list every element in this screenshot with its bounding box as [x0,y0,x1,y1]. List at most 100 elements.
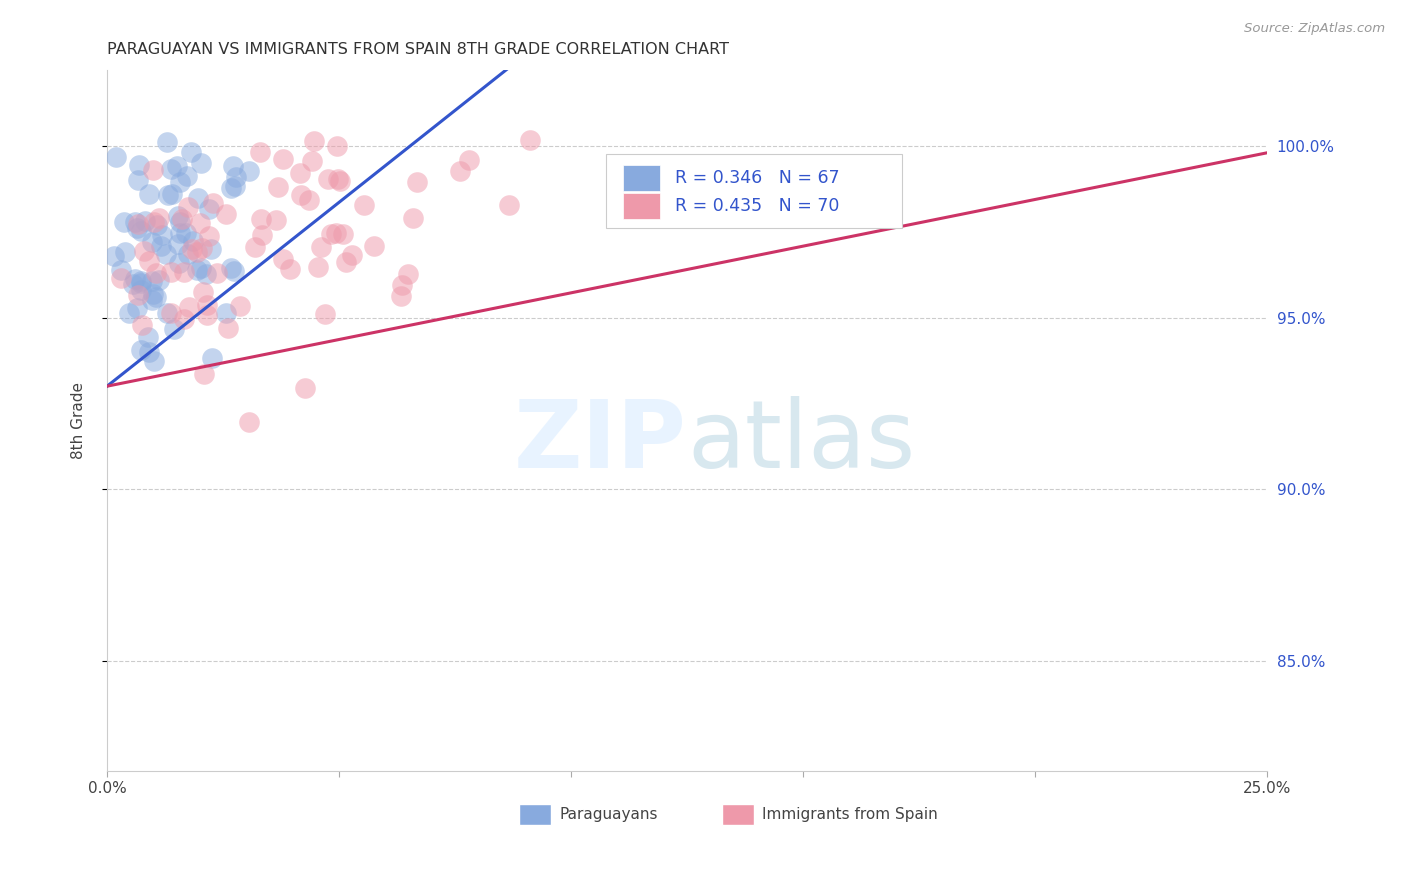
Point [314,306,336,320]
Point [166,159,188,173]
Point [167,256,190,270]
Point [142,215,165,229]
Point [167,237,190,252]
Point [127,173,149,187]
Point [110,271,132,285]
Point [238,415,260,429]
Point [124,215,146,229]
Point [238,164,260,178]
Point [156,135,179,149]
Point [309,240,332,254]
Point [125,220,148,235]
Point [298,193,321,207]
Point [202,195,225,210]
Point [222,159,245,173]
Point [325,226,347,240]
Point [138,186,160,201]
Point [304,134,326,148]
Point [131,318,153,332]
Point [391,277,413,292]
Point [124,272,146,286]
Point [159,306,181,320]
Point [266,180,288,194]
Point [162,187,184,202]
FancyBboxPatch shape [721,804,755,824]
Point [332,227,354,241]
Point [180,145,202,159]
Point [449,164,471,178]
Point [148,272,170,286]
Point [103,249,125,263]
Point [193,285,215,300]
Point [141,293,163,307]
Point [155,247,177,261]
Point [159,161,181,176]
Y-axis label: 8th Grade: 8th Grade [72,382,86,459]
Point [402,211,425,225]
Point [249,211,271,226]
FancyBboxPatch shape [606,154,901,228]
Point [221,181,243,195]
Point [169,215,191,229]
Point [177,200,200,214]
Text: Paraguayans: Paraguayans [560,806,658,822]
Point [190,241,212,255]
Point [215,207,238,221]
Point [166,209,188,223]
Point [138,254,160,268]
Point [389,289,412,303]
Point [198,202,221,216]
FancyBboxPatch shape [623,193,661,219]
Point [127,301,149,315]
Point [150,227,173,242]
Point [112,215,135,229]
Point [129,224,152,238]
Point [363,238,385,252]
Point [290,188,312,202]
Point [128,158,150,172]
Point [215,306,238,320]
Point [278,261,301,276]
Point [169,226,191,240]
Point [127,287,149,301]
Point [195,298,218,312]
Point [498,198,520,212]
Point [197,228,219,243]
Point [224,263,246,277]
Point [190,261,212,276]
Text: R = 0.346   N = 67: R = 0.346 N = 67 [675,169,839,187]
Point [156,188,179,202]
Point [186,245,208,260]
Point [131,283,153,297]
Point [190,156,212,170]
Point [200,242,222,256]
Point [205,266,228,280]
Point [188,216,211,230]
Point [396,267,419,281]
Point [457,153,479,167]
Point [249,145,271,159]
Point [319,227,342,241]
Point [252,228,274,243]
Text: PARAGUAYAN VS IMMIGRANTS FROM SPAIN 8TH GRADE CORRELATION CHART: PARAGUAYAN VS IMMIGRANTS FROM SPAIN 8TH … [107,42,730,57]
Text: Immigrants from Spain: Immigrants from Spain [762,806,938,822]
Point [118,306,141,320]
Point [335,255,357,269]
Point [156,305,179,319]
Point [217,321,239,335]
Point [138,330,160,344]
Point [146,218,169,232]
Point [148,211,170,225]
Point [129,274,152,288]
Point [193,368,215,382]
Point [173,265,195,279]
Point [406,175,429,189]
Point [219,260,242,275]
Point [114,244,136,259]
Point [142,163,165,178]
Point [245,239,267,253]
Point [225,169,247,184]
Point [301,153,323,168]
Point [195,308,218,322]
Point [181,234,204,248]
